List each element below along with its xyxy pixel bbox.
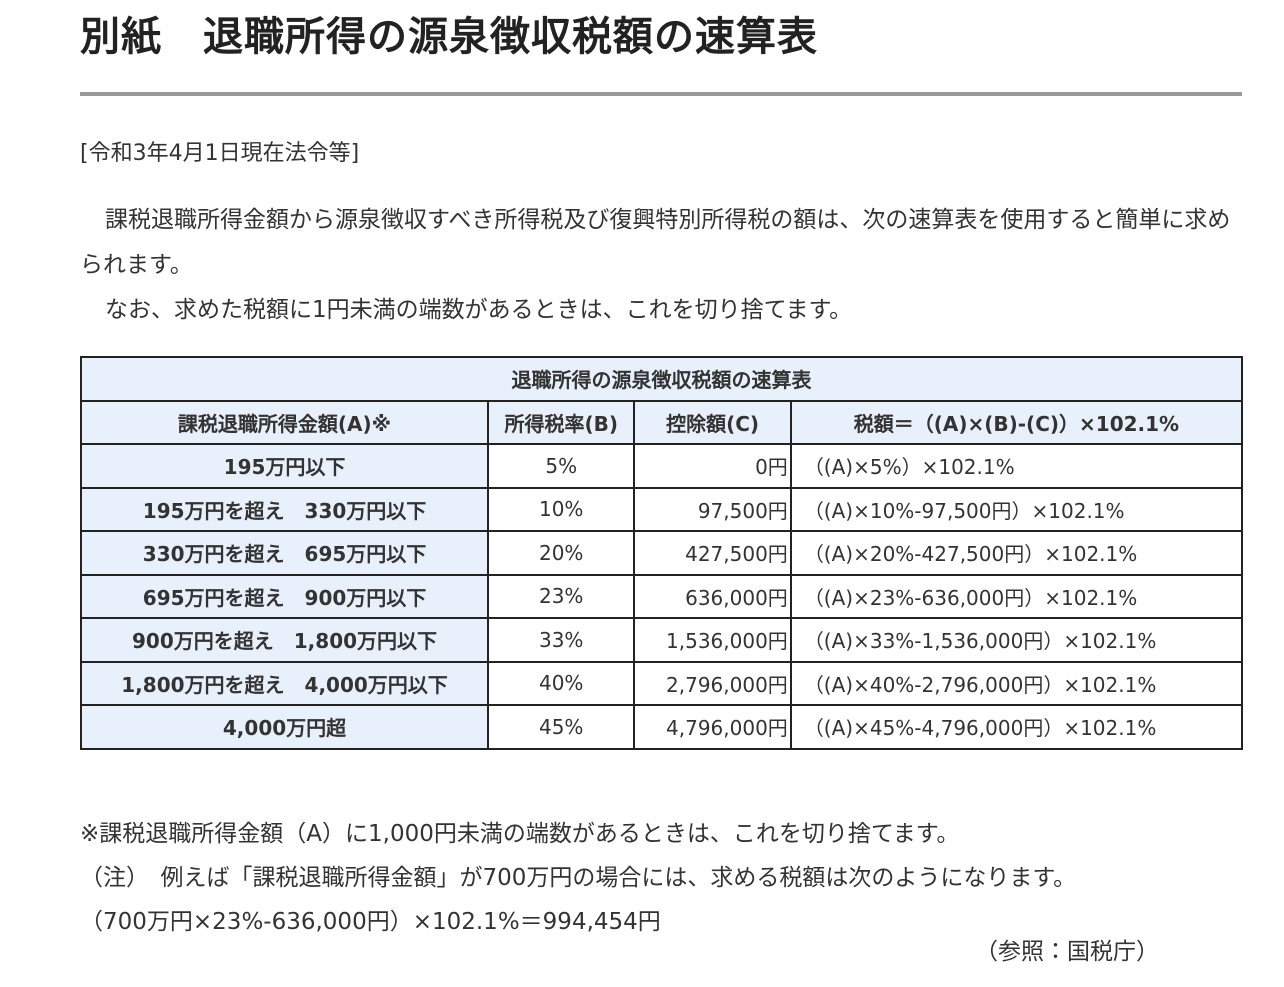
table-cell: 45% <box>487 704 636 750</box>
table-cell: （(A)×10%-97,500円）×102.1% <box>789 486 1244 532</box>
tax-table: 退職所得の源泉徴収税額の速算表 課税退職所得金額(A)※ 所得税率(B) 控除額(C… <box>79 356 1244 750</box>
table-cell: 195万円を超え 330万円以下 <box>79 486 490 532</box>
table-row: 1,800万円を超え 4,000万円以下 40% 2,796,000円 （(A)×40… <box>79 660 1244 706</box>
table-cell: 636,000円 <box>633 573 792 619</box>
column-header: 控除額(C) <box>633 399 792 445</box>
table-cell: 2,796,000円 <box>633 660 792 706</box>
table-cell: 4,796,000円 <box>633 704 792 750</box>
table-cell: 10% <box>487 486 636 532</box>
table-cell: （(A)×45%-4,796,000円）×102.1% <box>789 704 1244 750</box>
note: ※課税退職所得金額（A）に1,000円未満の端数があるときは、これを切り捨てます… <box>80 821 960 847</box>
table-row: 195万円以下 5% 0円 （(A)×5%）×102.1% <box>79 443 1244 489</box>
table-cell: 23% <box>487 573 636 619</box>
table-row: 4,000万円超 45% 4,796,000円 （(A)×45%-4,796,000円… <box>79 704 1244 750</box>
table-cell: 1,800万円を超え 4,000万円以下 <box>79 660 490 706</box>
date-note: [令和3年4月1日現在法令等] <box>80 141 360 166</box>
table-cell: 33% <box>487 617 636 663</box>
table-row: 900万円を超え 1,800万円以下 33% 1,536,000円 （(A)×33%-… <box>79 617 1244 663</box>
table-cell: 4,000万円超 <box>79 704 490 750</box>
paragraphs: 課税退職所得金額から源泉徴収すべき所得税及び復興特別所得税の額は、次の速算表を使… <box>80 198 1242 333</box>
table-cell: 427,500円 <box>633 530 792 576</box>
paragraph: なお、求めた税額に1円未満の端数があるときは、これを切り捨てます。 <box>105 297 853 323</box>
notes: ※課税退職所得金額（A）に1,000円未満の端数があるときは、これを切り捨てます… <box>80 812 1076 944</box>
column-header: 課税退職所得金額(A)※ <box>79 399 490 445</box>
table-head: 退職所得の源泉徴収税額の速算表 課税退職所得金額(A)※ 所得税率(B) 控除額(C… <box>79 356 1244 445</box>
table-cell: 5% <box>487 443 636 489</box>
note: （注） 例えば「課税退職所得金額」が700万円の場合には、求める税額は次のように… <box>80 865 1077 891</box>
table-row: 195万円を超え 330万円以下 10% 97,500円 （(A)×10%-97,50… <box>79 486 1244 532</box>
table-cell: 1,536,000円 <box>633 617 792 663</box>
table-row: 695万円を超え 900万円以下 23% 636,000円 （(A)×23%-636,… <box>79 573 1244 619</box>
table-cell: 0円 <box>633 443 792 489</box>
table-cell: （(A)×5%）×102.1% <box>789 443 1244 489</box>
paragraph: 課税退職所得金額から源泉徴収すべき所得税及び復興特別所得税の額は、次の速算表を使… <box>80 207 1231 278</box>
table-cell: 20% <box>487 530 636 576</box>
table-cell: 97,500円 <box>633 486 792 532</box>
table-cell: 695万円を超え 900万円以下 <box>79 573 490 619</box>
table-cell: 195万円以下 <box>79 443 490 489</box>
table-body: 195万円以下 5% 0円 （(A)×5%）×102.1% 195万円を超え 330万円… <box>79 443 1244 750</box>
table-cell: （(A)×33%-1,536,000円）×102.1% <box>789 617 1244 663</box>
table-cell: （(A)×20%-427,500円）×102.1% <box>789 530 1244 576</box>
divider <box>80 92 1242 96</box>
table-row: 330万円を超え 695万円以下 20% 427,500円 （(A)×20%-427,… <box>79 530 1244 576</box>
source: （参照：国税庁） <box>975 939 1159 965</box>
column-header: 所得税率(B) <box>487 399 636 445</box>
table-cell: 40% <box>487 660 636 706</box>
table-cell: （(A)×23%-636,000円）×102.1% <box>789 573 1244 619</box>
note: （700万円×23%-636,000円）×102.1%＝994,454円 <box>80 909 661 935</box>
column-header: 税額＝（(A)×(B)-(C)）×102.1% <box>789 399 1244 445</box>
title: 別紙 退職所得の源泉徴収税額の速算表 <box>80 14 818 60</box>
table-cell: 330万円を超え 695万円以下 <box>79 530 490 576</box>
table-cell: 900万円を超え 1,800万円以下 <box>79 617 490 663</box>
header-row: 課税退職所得金額(A)※ 所得税率(B) 控除額(C) 税額＝（(A)×(B)-(C)… <box>79 399 1244 445</box>
table-cell: （(A)×40%-2,796,000円）×102.1% <box>789 660 1244 706</box>
caption-row: 退職所得の源泉徴収税額の速算表 <box>80 356 1243 402</box>
table-caption: 退職所得の源泉徴収税額の速算表 <box>80 356 1243 402</box>
